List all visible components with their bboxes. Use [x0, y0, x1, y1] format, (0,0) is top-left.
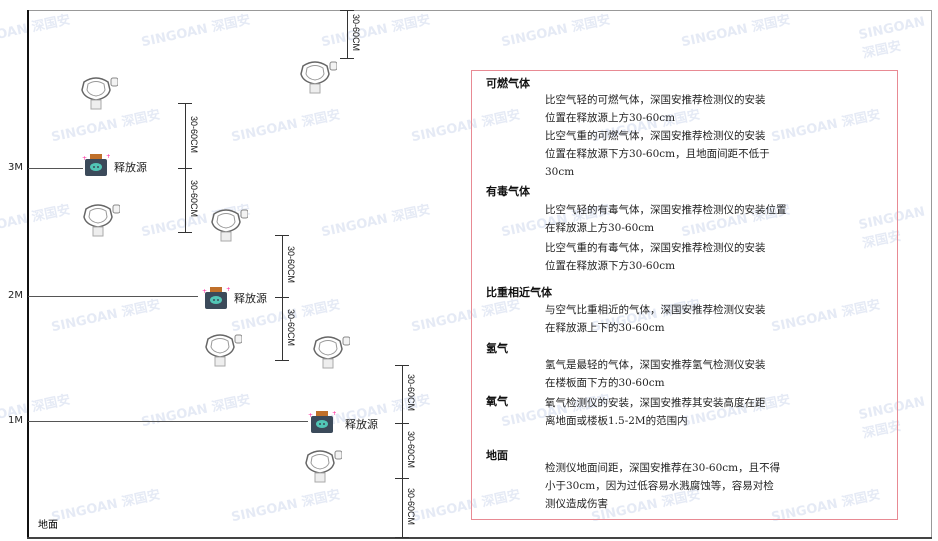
note-paragraph: 比空气重的可燃气体，深国安推荐检测仪的安装 位置在释放源下方30-60cm，且地… [545, 130, 770, 178]
release-source-label: 释放源 [114, 161, 147, 174]
level-line-3m [28, 168, 83, 169]
dimension-tick [340, 58, 354, 59]
dimension-line [402, 478, 403, 537]
dimension-line [282, 235, 283, 297]
ceiling-line [27, 10, 932, 11]
dimension-tick [275, 360, 289, 361]
wall-line [27, 10, 29, 538]
gas-detector-icon [78, 74, 119, 114]
note-paragraph: 氢气是最轻的气体，深国安推荐氢气检测仪安装 在楼板面下方的30-60cm [545, 359, 766, 389]
level-line-2m [28, 296, 198, 297]
svg-text:+: + [202, 288, 207, 295]
dimension-tick [395, 423, 409, 424]
watermark: SINGOAN 深国安 [0, 202, 72, 241]
dimension-label: 30-60CM [351, 14, 361, 52]
note-heading: 可燃气体 [486, 77, 530, 90]
note-paragraph: 检测仪地面间距，深国安推荐在30-60cm，且不得 小于30cm，因为过低容易水… [545, 462, 781, 510]
note-heading: 有毒气体 [486, 185, 530, 198]
dimension-label: 30-60CM [189, 180, 199, 218]
svg-text:+: + [308, 412, 313, 419]
watermark: SINGOAN 深国安 [50, 297, 162, 336]
dimension-label: 30-60CM [406, 430, 416, 468]
watermark: SINGOAN 深国安 [500, 12, 612, 51]
watermark: SINGOAN 深国安 [50, 487, 162, 526]
dimension-line [402, 423, 403, 478]
level-label-3m: 3M [8, 162, 23, 173]
note-paragraph: 氧气检测仪的安装，深国安推荐其安装高度在距 离地面或楼板1.5-2M的范围内 [545, 397, 766, 427]
dimension-tick [395, 537, 409, 538]
dimension-label: 30-60CM [286, 246, 296, 284]
gas-detector-icon [310, 333, 351, 373]
dimension-tick [395, 478, 409, 479]
level-line-1m [28, 421, 308, 422]
note-paragraph: 比空气轻的有毒气体，深国安推荐检测仪的安装位置 在释放源上方30-60cm [545, 204, 787, 234]
level-label-2m: 2M [8, 290, 23, 301]
dimension-line [282, 297, 283, 360]
note-paragraph: 与空气比重相近的气体，深国安推荐检测仪安装 在释放源上下的30-60cm [545, 304, 766, 334]
watermark: SINGOAN 深国安 [320, 202, 432, 241]
dimension-line [347, 10, 348, 58]
gas-detector-icon [202, 331, 243, 371]
svg-text:+: + [82, 155, 87, 162]
watermark: SINGOAN 深国安 [140, 392, 252, 431]
note-heading: 氧气 [486, 395, 508, 408]
dimension-tick [395, 365, 409, 366]
dimension-label: 30-60CM [406, 374, 416, 412]
dimension-label: 30-60CM [189, 115, 199, 153]
svg-text:+: + [106, 153, 110, 160]
level-label-1m: 1M [8, 415, 23, 426]
release-source-icon: + + [308, 409, 337, 439]
floor-label: 地面 [38, 520, 58, 531]
dimension-line [185, 103, 186, 168]
dimension-line [185, 168, 186, 232]
dimension-tick [340, 10, 354, 11]
dimension-line [402, 365, 403, 423]
watermark: SINGOAN 深国安 [320, 12, 432, 51]
release-source-label: 释放源 [234, 292, 267, 305]
release-source-label: 释放源 [345, 418, 378, 431]
gas-detector-icon [80, 201, 121, 241]
watermark: SINGOAN 深国安 [230, 487, 342, 526]
note-heading: 地面 [486, 449, 508, 462]
release-source-icon: + + [82, 152, 111, 182]
watermark: SINGOAN 深国安 [140, 12, 252, 51]
watermark: SINGOAN 深国安 [857, 14, 927, 62]
gas-detector-icon [208, 206, 249, 246]
right-border [931, 10, 932, 538]
floor-line [27, 537, 932, 539]
note-paragraph: 比空气轻的可燃气体，深国安推荐检测仪的安装 位置在释放源上方30-60cm [545, 94, 766, 124]
dimension-tick [178, 103, 192, 104]
svg-text:+: + [226, 286, 230, 293]
dimension-tick [275, 297, 289, 298]
gas-detector-icon [297, 58, 338, 98]
dimension-tick [275, 235, 289, 236]
watermark: SINGOAN 深国安 [0, 12, 72, 51]
note-paragraph: 比空气重的有毒气体，深国安推荐检测仪的安装 位置在释放源下方30-60cm [545, 242, 766, 272]
dimension-tick [178, 168, 192, 169]
installation-notes-box: 可燃气体比空气轻的可燃气体，深国安推荐检测仪的安装 位置在释放源上方30-60c… [471, 70, 898, 520]
dimension-label: 30-60CM [406, 487, 416, 525]
dimension-tick [178, 232, 192, 233]
svg-text:+: + [332, 410, 336, 417]
dimension-label: 30-60CM [286, 308, 296, 346]
watermark: SINGOAN 深国安 [680, 12, 792, 51]
note-heading: 氢气 [486, 342, 508, 355]
gas-detector-icon [302, 447, 343, 487]
watermark: SINGOAN 深国安 [230, 107, 342, 146]
note-heading: 比重相近气体 [486, 286, 552, 299]
release-source-icon: + + [202, 285, 231, 315]
